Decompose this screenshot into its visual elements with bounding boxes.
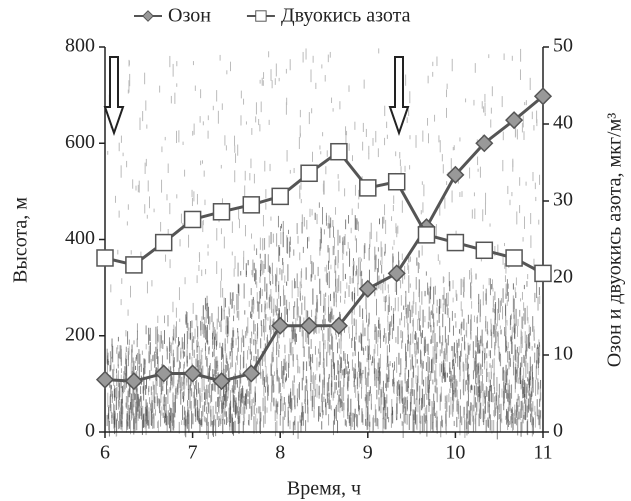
marker: [505, 249, 523, 267]
marker: [183, 210, 202, 229]
marker: [505, 111, 524, 130]
marker: [446, 165, 465, 184]
marker: [271, 187, 289, 206]
marker: [242, 196, 261, 214]
y-tick-label: 800: [65, 35, 95, 57]
marker: [387, 264, 406, 283]
marker: [359, 179, 377, 197]
x-tick-label: 6: [100, 442, 110, 464]
series-line: [104, 149, 544, 275]
y-tick-label: 200: [65, 323, 95, 345]
marker: [417, 226, 436, 244]
marker: [446, 233, 465, 252]
marker: [154, 233, 173, 252]
series-line: [104, 95, 544, 383]
marker: [95, 370, 115, 389]
x-axis-label: Время, ч: [287, 478, 361, 500]
marker: [142, 10, 154, 22]
marker: [212, 372, 231, 391]
marker: [475, 134, 494, 153]
x-tick-label: 7: [188, 442, 198, 464]
marker: [300, 164, 318, 183]
marker: [329, 316, 348, 335]
y-tick-label: 600: [65, 131, 95, 153]
marker: [96, 249, 114, 267]
marker: [533, 87, 553, 106]
x-tick-label: 8: [275, 442, 285, 464]
y2-tick-label: 20: [553, 266, 573, 288]
y2-tick-label: 50: [553, 35, 573, 57]
marker: [242, 364, 261, 383]
y2-tick-label: 30: [553, 189, 573, 211]
marker: [212, 203, 231, 221]
y-tick-label: 0: [85, 420, 95, 442]
y-tick-label: 400: [65, 227, 95, 249]
marker: [475, 241, 494, 260]
y2-tick-label: 10: [553, 343, 573, 365]
legend-label: Двуокись азота: [281, 5, 411, 27]
y2-axis-label: Озон и двуокись азота, мкг/м³: [604, 113, 626, 368]
marker: [387, 173, 406, 191]
y-axis-label: Высота, м: [10, 197, 32, 283]
marker: [271, 316, 290, 335]
x-tick-label: 10: [445, 442, 465, 464]
arrow: [103, 56, 125, 137]
marker: [330, 142, 348, 161]
arrows: [103, 56, 410, 137]
marker: [154, 364, 173, 383]
y2-tick-label: 0: [553, 420, 563, 442]
legend-label: Озон: [168, 5, 211, 27]
marker: [125, 256, 143, 274]
marker: [300, 316, 319, 335]
marker: [358, 279, 377, 298]
marker: [534, 264, 552, 283]
x-tick-label: 11: [533, 442, 552, 464]
marker: [124, 372, 143, 391]
x-tick-label: 9: [363, 442, 373, 464]
arrow: [388, 56, 410, 137]
marker: [183, 364, 202, 383]
marker: [255, 10, 267, 22]
y2-tick-label: 40: [553, 112, 573, 134]
